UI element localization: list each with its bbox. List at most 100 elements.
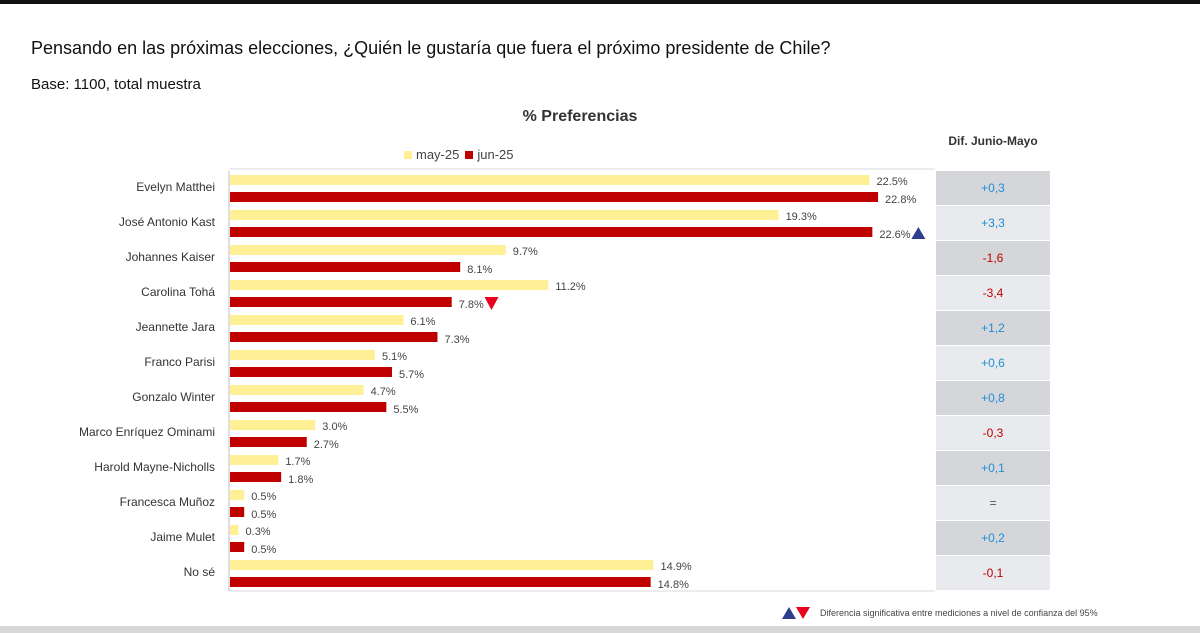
legend-item-may: may-25 [404,147,459,162]
bar-may-johannes-kaiser [230,245,506,255]
legend-label-jun: jun-25 [477,147,514,162]
data-label-may-carolina-toha: 11.2% [555,281,586,293]
survey-question: Pensando en las próximas elecciones, ¿Qu… [31,38,831,58]
data-label-jun-jaime-mulet: 0.5% [251,544,276,556]
bar-may-no-se [230,560,654,570]
difference-cell-francesca-munoz [936,486,1050,520]
difference-value-gonzalo-winter: +0,8 [981,391,1005,405]
category-label-carolina-toha: Carolina Tohá [141,285,215,299]
bar-may-jeannette-jara [230,315,404,325]
data-label-jun-evelyn-matthei: 22.8% [885,194,916,206]
difference-cell-jeannette-jara [936,311,1050,345]
sample-base: Base: 1100, total muestra [31,76,201,93]
difference-cell-no-se [936,556,1050,590]
difference-cell-franco-parisi [936,346,1050,380]
significance-footnote: Diferencia significativa entre medicione… [782,606,1098,620]
difference-value-franco-parisi: +0,6 [981,356,1005,370]
category-label-gonzalo-winter: Gonzalo Winter [132,390,215,404]
category-label-harold-mayne-nicholls: Harold Mayne-Nicholls [94,460,215,474]
difference-cell-evelyn-matthei [936,171,1050,205]
data-label-may-no-se: 14.9% [661,561,692,573]
data-label-may-gonzalo-winter: 4.7% [371,386,396,398]
legend-item-jun: jun-25 [465,147,514,162]
bar-may-marco-enriquez-ominami [230,420,316,430]
data-label-jun-carolina-toha: 7.8% [459,299,484,311]
data-label-may-franco-parisi: 5.1% [382,351,407,363]
data-label-may-marco-enriquez-ominami: 3.0% [322,421,347,433]
legend-label-may: may-25 [416,147,460,162]
data-label-jun-johannes-kaiser: 8.1% [467,264,492,276]
difference-value-johannes-kaiser: -1,6 [983,251,1004,265]
bar-jun-jose-antonio-kast [230,227,873,237]
data-label-jun-marco-enriquez-ominami: 2.7% [314,439,339,451]
bar-jun-jaime-mulet [230,542,245,552]
bar-jun-harold-mayne-nicholls [230,472,282,482]
top-border [0,0,1200,4]
bar-may-evelyn-matthei [230,175,870,185]
category-label-evelyn-matthei: Evelyn Matthei [136,180,215,194]
data-label-jun-francesca-munoz: 0.5% [251,509,276,521]
data-label-may-evelyn-matthei: 22.5% [877,176,908,188]
data-label-may-jaime-mulet: 0.3% [246,526,271,538]
data-label-may-harold-mayne-nicholls: 1.7% [285,456,310,468]
data-label-jun-jeannette-jara: 7.3% [444,334,469,346]
bar-jun-francesca-munoz [230,507,245,517]
legend-swatch-may [404,150,412,159]
bar-jun-gonzalo-winter [230,402,387,412]
difference-cell-harold-mayne-nicholls [936,451,1050,485]
data-label-jun-no-se: 14.8% [658,579,689,591]
significant-decrease-icon [484,297,499,310]
bar-jun-no-se [230,577,651,587]
category-label-jeannette-jara: Jeannette Jara [136,320,216,334]
category-label-francesca-munoz: Francesca Muñoz [120,495,215,509]
data-label-jun-harold-mayne-nicholls: 1.8% [288,474,313,486]
significance-triangles-icon [782,607,810,619]
bar-may-franco-parisi [230,350,375,360]
data-label-may-francesca-munoz: 0.5% [251,491,276,503]
difference-value-francesca-munoz: = [989,496,996,510]
legend-swatch-jun [465,150,474,159]
bar-jun-evelyn-matthei [230,192,879,202]
difference-value-no-se: -0,1 [983,566,1004,580]
category-label-jaime-mulet: Jaime Mulet [150,530,215,544]
bar-jun-johannes-kaiser [230,262,461,272]
bar-jun-jeannette-jara [230,332,438,342]
category-label-franco-parisi: Franco Parisi [144,355,215,369]
difference-value-evelyn-matthei: +0,3 [981,181,1005,195]
category-label-marco-enriquez-ominami: Marco Enríquez Ominami [79,425,215,439]
bar-jun-franco-parisi [230,367,393,377]
difference-value-marco-enriquez-ominami: -0,3 [983,426,1004,440]
data-label-jun-gonzalo-winter: 5.5% [393,404,418,416]
category-label-johannes-kaiser: Johannes Kaiser [126,250,215,264]
difference-value-harold-mayne-nicholls: +0,1 [981,461,1005,475]
data-label-may-jose-antonio-kast: 19.3% [786,211,817,223]
difference-cell-jaime-mulet [936,521,1050,555]
category-label-jose-antonio-kast: José Antonio Kast [119,215,216,229]
chart-title: % Preferencias [522,108,638,125]
difference-cell-johannes-kaiser [936,241,1050,275]
significant-increase-icon [911,227,926,239]
data-label-jun-jose-antonio-kast: 22.6% [879,229,910,241]
data-label-jun-franco-parisi: 5.7% [399,369,424,381]
bar-may-gonzalo-winter [230,385,364,395]
bar-may-jaime-mulet [230,525,239,535]
bar-may-harold-mayne-nicholls [230,455,279,465]
difference-column-header: Dif. Junio-Mayo [948,134,1038,148]
difference-cell-jose-antonio-kast [936,206,1050,240]
difference-value-carolina-toha: -3,4 [983,286,1004,300]
difference-value-jose-antonio-kast: +3,3 [981,216,1005,230]
bar-jun-carolina-toha [230,297,452,307]
bar-may-jose-antonio-kast [230,210,779,220]
data-label-may-johannes-kaiser: 9.7% [513,246,538,258]
bottom-border [0,626,1200,633]
difference-cell-marco-enriquez-ominami [936,416,1050,450]
difference-cell-gonzalo-winter [936,381,1050,415]
difference-cell-carolina-toha [936,276,1050,310]
difference-value-jaime-mulet: +0,2 [981,531,1005,545]
chart-legend: may-25 jun-25 [404,147,520,162]
bar-may-francesca-munoz [230,490,245,500]
category-label-no-se: No sé [184,565,216,579]
bar-jun-marco-enriquez-ominami [230,437,307,447]
footnote-text: Diferencia significativa entre medicione… [820,608,1098,618]
